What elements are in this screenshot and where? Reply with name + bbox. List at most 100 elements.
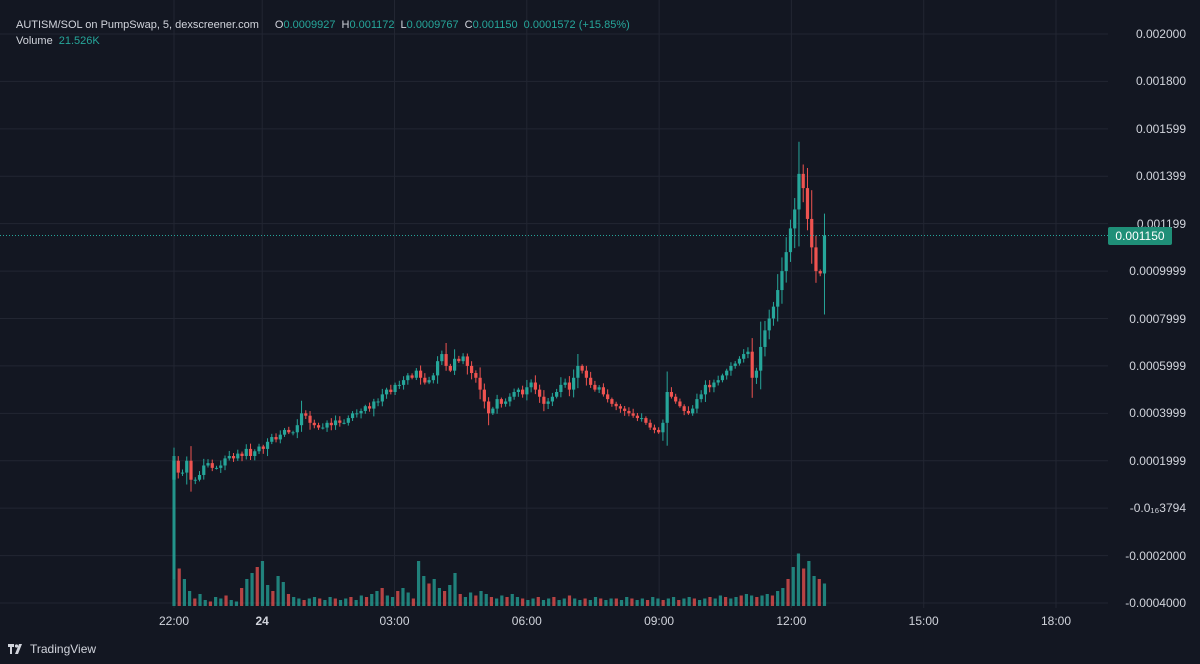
volume-bar [526,600,530,606]
volume-bar [770,595,775,606]
candle-body [478,377,482,390]
candle-body [691,408,695,414]
candle-body [810,218,814,248]
candle-body [576,365,580,378]
candle-body [406,375,410,381]
volume-bar [682,598,686,606]
volume-bar [614,598,618,606]
volume-bar [573,598,577,606]
candle-body [780,271,784,291]
brand-name: TradingView [30,642,97,656]
candle-body [457,358,461,362]
candle-body [801,173,805,189]
candle-body [410,375,414,378]
price-tick-label: 0.002000 [1135,27,1186,41]
volume-bar [724,597,728,606]
candle-body [265,441,270,449]
candle-body [614,403,618,407]
candle-body [338,420,342,423]
candle-body [423,377,427,383]
candle-body [397,384,401,386]
candle-body [657,429,661,433]
volume-bar [635,600,639,606]
volume-bar [541,600,546,606]
high-value: 0.001172 [349,19,395,31]
candle-body [805,188,810,219]
volume-bar [240,588,244,606]
symbol-title: AUTISM/SOL on PumpSwap, 5, dexscreener.c… [16,19,259,31]
candle-body [350,413,355,419]
volume-bar [463,597,468,606]
volume-bar [182,579,187,606]
volume-bar [703,598,707,606]
volume-bar [390,597,395,606]
volume-bar [411,598,415,606]
low-value: 0.0009767 [406,19,459,31]
candle-body [695,399,699,409]
volume-bar [281,582,285,606]
volume-bar [593,597,598,606]
candle-body [253,451,257,457]
candle-body [316,425,321,428]
price-tick-label: -0.0₁₆3794 [1129,501,1186,516]
volume-bar [640,598,644,606]
volume-bar [432,579,436,606]
volume-bar [193,598,197,606]
volume-label: Volume [16,35,53,47]
candle-body [359,410,363,414]
time-axis[interactable]: 22:00 24 03:00 06:00 09:00 12:00 15:00 18:00 [0,608,1108,634]
candle-body [448,365,452,371]
volume-bar [375,591,379,606]
candle-body [465,356,469,366]
candle-body [474,373,478,378]
volume-bar [729,598,733,606]
volume-bar [510,594,514,606]
volume-bar [765,594,769,606]
candle-body [180,472,185,474]
change-value: 0.0001572 (+15.85%) [523,19,630,31]
candle-body [431,375,435,381]
volume-bar [469,592,473,606]
candle-body [720,375,725,381]
volume-row: Volume 21.526K [16,33,630,49]
candle-body [482,389,486,402]
volume-bar [203,600,207,606]
candle-body [725,370,729,376]
candle-body [708,384,712,388]
candle-body [418,370,423,378]
candle-body [287,429,291,433]
candle-body [818,271,822,274]
volume-bar [656,598,660,606]
volume-bar [349,597,353,606]
candle-body [729,365,733,371]
candle-body [771,306,776,319]
candle-body [470,365,474,374]
volume-bar [796,553,801,606]
candle-body [542,396,546,404]
tradingview-brand[interactable]: TradingView [8,640,96,658]
close-label: C [464,19,473,31]
candle-body [202,465,206,475]
price-tick-label: 0.001399 [1135,169,1186,184]
candle-body [261,446,265,449]
candle-body [814,247,818,272]
volume-bar [776,591,780,606]
price-tick-label: 0.0001999 [1129,453,1186,468]
volume-bar [609,598,613,606]
candlesticks [172,141,827,580]
volume-bar [619,600,624,606]
candle-body [244,448,248,457]
chart-canvas[interactable] [0,0,1108,608]
volume-bar [437,588,441,606]
candle-body [712,382,716,388]
candle-body [393,384,397,392]
candle-body [652,427,657,430]
volume-bar [760,595,764,606]
volume-bar [708,597,712,606]
candle-body [495,399,499,409]
candle-body [631,413,635,416]
volume-bar [323,600,327,606]
price-axis[interactable]: 0.002000 0.001800 0.001599 0.001399 0.001199… [1108,0,1200,610]
candle-body [176,460,180,473]
